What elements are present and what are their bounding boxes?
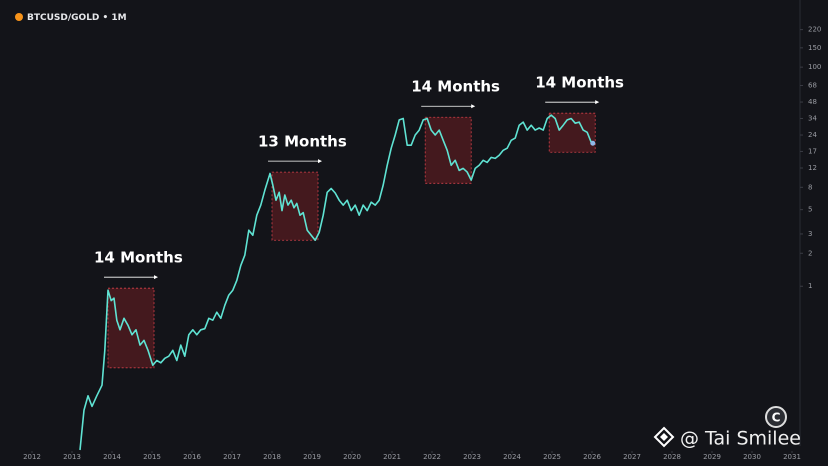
annotation: 13 Months	[258, 133, 347, 151]
x-tick-label: 2027	[623, 453, 641, 461]
y-tick-label: 100	[808, 63, 821, 71]
x-tick-label: 2013	[63, 453, 81, 461]
x-tick-label: 2029	[703, 453, 721, 461]
y-tick-label: 2	[808, 249, 812, 257]
y-tick-label: 150	[808, 44, 821, 52]
y-tick-label: 24	[808, 131, 817, 139]
x-tick-label: 2026	[583, 453, 601, 461]
x-tick-label: 2031	[783, 453, 801, 461]
x-tick-label: 2023	[463, 453, 481, 461]
x-tick-label: 2019	[303, 453, 321, 461]
watermark: @ Tai Smilee	[680, 428, 801, 450]
x-tick-label: 2014	[103, 453, 121, 461]
arrow-head	[318, 159, 322, 164]
y-tick-label: 48	[808, 98, 817, 106]
arrow-head	[471, 104, 476, 109]
y-tick-label: 12	[808, 164, 817, 172]
x-tick-label: 2028	[663, 453, 681, 461]
x-tick-label: 2021	[383, 453, 401, 461]
y-tick-label: 3	[808, 230, 812, 238]
chart-title: BTCUSD/GOLD • 1M	[27, 13, 127, 23]
y-tick-label: 68	[808, 81, 817, 89]
x-tick-label: 2025	[543, 453, 561, 461]
last-point	[590, 140, 596, 146]
arrow-head	[595, 100, 600, 105]
x-tick-label: 2012	[23, 453, 41, 461]
watermark-logo: C	[653, 406, 787, 448]
y-tick-label: 1	[808, 282, 812, 290]
x-tick-label: 2020	[343, 453, 361, 461]
highlight-box	[424, 116, 472, 184]
highlight-box	[107, 287, 155, 369]
y-tick-label: 220	[808, 26, 821, 34]
x-tick-label: 2017	[223, 453, 241, 461]
y-tick-label: 17	[808, 147, 817, 155]
x-tick-label: 2016	[183, 453, 201, 461]
x-tick-label: 2015	[143, 453, 161, 461]
svg-text:C: C	[772, 411, 781, 425]
arrow-head	[154, 275, 158, 280]
annotation: 14 Months	[535, 74, 624, 92]
x-tick-label: 2030	[743, 453, 761, 461]
price-line	[79, 114, 594, 451]
x-tick-label: 2018	[263, 453, 281, 461]
x-tick-label: 2024	[503, 453, 521, 461]
y-tick-label: 5	[808, 206, 812, 214]
annotation: 14 Months	[411, 78, 500, 96]
y-tick-label: 34	[808, 114, 817, 122]
y-tick-label: 8	[808, 183, 812, 191]
symbol-icon	[15, 13, 23, 21]
annotation: 14 Months	[94, 249, 183, 267]
x-tick-label: 2022	[423, 453, 441, 461]
